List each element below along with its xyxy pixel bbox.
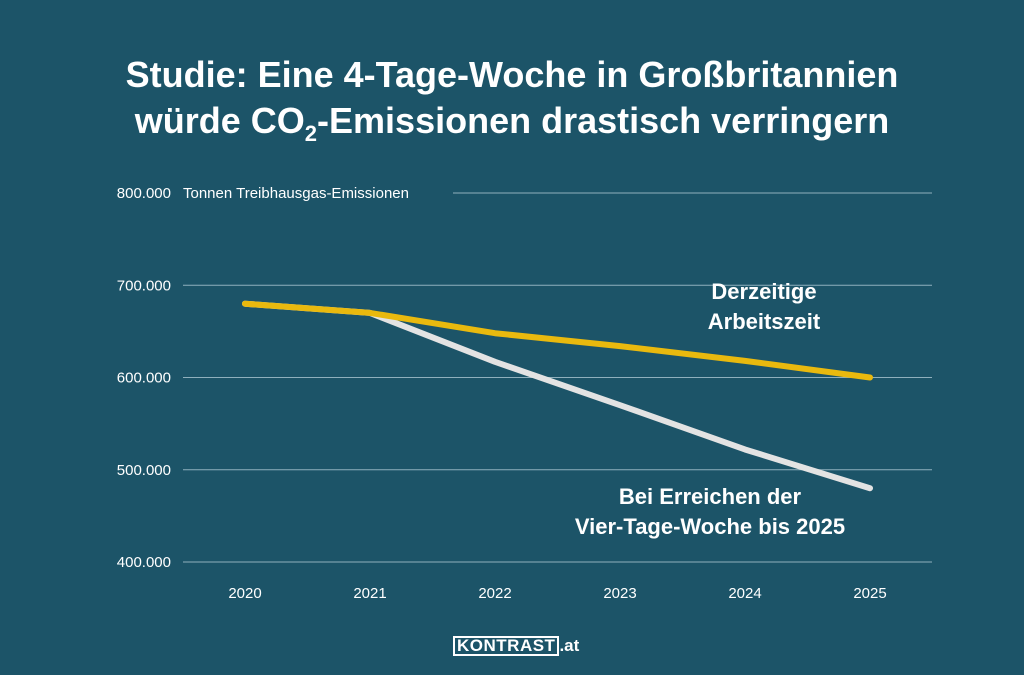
series-label-current-line1: Derzeitige bbox=[711, 279, 816, 304]
series-label-current-line2: Arbeitszeit bbox=[708, 309, 821, 334]
x-tick-label: 2020 bbox=[228, 585, 261, 602]
title-line-1: Studie: Eine 4-Tage-Woche in Großbritann… bbox=[125, 54, 899, 95]
x-tick-label: 2023 bbox=[603, 585, 636, 602]
title-line-2-pre: würde CO bbox=[134, 100, 305, 141]
title-co2-subscript: 2 bbox=[304, 121, 318, 146]
y-tick-label: 400.000 bbox=[117, 554, 171, 571]
logo-boxed-text: KONTRAST bbox=[453, 636, 560, 656]
y-unit-label: Tonnen Treibhausgas-Emissionen bbox=[183, 185, 409, 202]
logo-suffix: .at bbox=[559, 636, 580, 655]
title-line-2-post: -Emissionen drastisch verringern bbox=[317, 100, 890, 141]
x-tick-label: 2021 bbox=[353, 585, 386, 602]
series-line-current bbox=[242, 300, 873, 381]
series-label-fourday-line2: Vier-Tage-Woche bis 2025 bbox=[575, 514, 845, 539]
y-tick-label: 500.000 bbox=[117, 462, 171, 479]
y-tick-label: 700.000 bbox=[117, 277, 171, 294]
chart-title: Studie: Eine 4-Tage-Woche in Großbritann… bbox=[0, 52, 1024, 146]
title-line-2: würde CO2-Emissionen drastisch verringer… bbox=[0, 98, 1024, 146]
x-tick-label: 2022 bbox=[478, 585, 511, 602]
kontrast-logo: KONTRAST .at bbox=[453, 636, 579, 656]
y-tick-label: 600.000 bbox=[117, 370, 171, 387]
x-tick-label: 2025 bbox=[853, 585, 886, 602]
series-label-fourday-line1: Bei Erreichen der bbox=[619, 484, 802, 509]
y-tick-label: 800.000 bbox=[117, 185, 171, 202]
x-tick-label: 2024 bbox=[728, 585, 761, 602]
